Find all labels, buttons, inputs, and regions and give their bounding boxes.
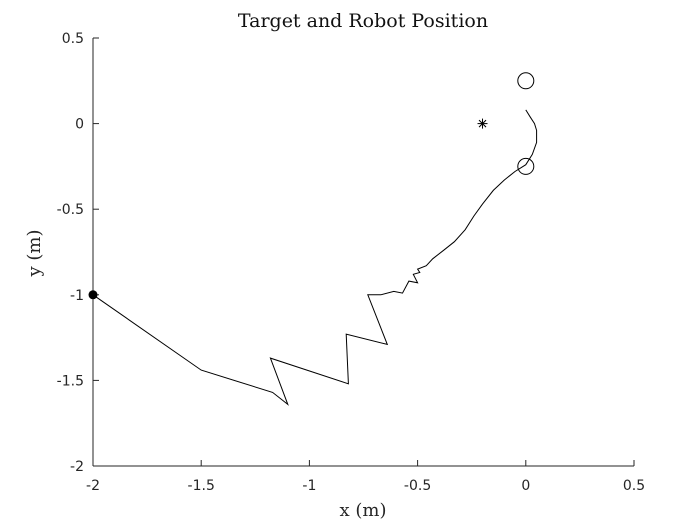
y-ticks: 0.5 0 -0.5 -1 -1.5 -2	[57, 31, 99, 475]
y-axis-label: y (m)	[24, 229, 45, 277]
y-tick-label: 0.5	[62, 31, 84, 47]
x-tick-label: 0	[521, 478, 530, 494]
x-axis-label: x (m)	[340, 500, 387, 521]
x-tick-label: -1	[302, 478, 316, 494]
robot-path-line	[92, 109, 538, 406]
plot-marks	[88, 72, 538, 406]
asterisk-marker	[477, 118, 488, 129]
y-tick-label: -2	[70, 459, 84, 475]
y-tick-label: 0	[75, 117, 84, 133]
x-tick-label: -1.5	[188, 478, 215, 494]
y-tick-label: -1	[70, 288, 84, 304]
open-circle-marker	[517, 72, 535, 90]
open-circle-marker	[517, 157, 535, 175]
x-ticks: -2 -1.5 -1 -0.5 0 0.5	[86, 460, 645, 494]
y-tick-label: -1.5	[57, 373, 84, 389]
x-tick-label: 0.5	[623, 478, 645, 494]
filled-dot-marker	[88, 290, 98, 300]
y-tick-label: -0.5	[57, 202, 84, 218]
x-tick-label: -2	[86, 478, 100, 494]
chart-title: Target and Robot Position	[238, 10, 488, 32]
x-tick-label: -0.5	[404, 478, 431, 494]
axes	[92, 38, 634, 467]
asterisk-stroke	[478, 119, 487, 128]
